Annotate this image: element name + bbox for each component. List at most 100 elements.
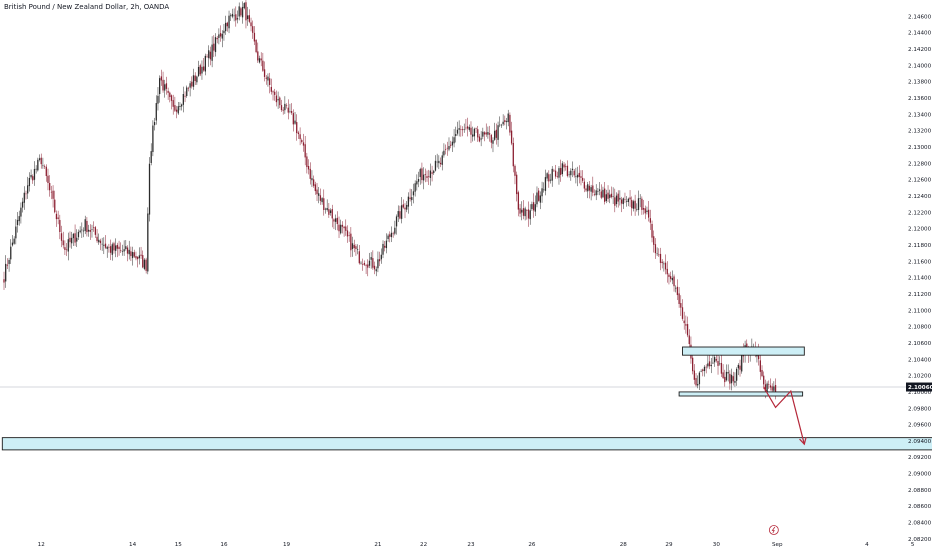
candle-body xyxy=(717,360,719,366)
candle-body xyxy=(488,133,491,135)
x-tick-label: 5 xyxy=(911,542,915,548)
candle-body xyxy=(392,233,394,235)
candle-body xyxy=(534,204,536,212)
y-tick-label: 2.09000 xyxy=(908,472,932,478)
candle-body xyxy=(504,120,506,123)
candle-body xyxy=(304,144,306,158)
candle-body xyxy=(5,263,7,282)
y-tick-label: 2.10800 xyxy=(908,325,932,331)
candle-body xyxy=(773,386,775,391)
candle-body xyxy=(99,240,102,244)
candle-body xyxy=(257,51,259,61)
candle-body xyxy=(93,227,95,229)
candle-body xyxy=(292,113,294,125)
x-tick-label: 19 xyxy=(283,542,291,548)
candle-body xyxy=(582,177,584,181)
candle-body xyxy=(649,218,651,223)
candle-body xyxy=(483,132,486,135)
x-tick-label: 14 xyxy=(129,542,137,548)
candle-body xyxy=(67,239,69,252)
candle-body xyxy=(50,191,53,193)
candle-body xyxy=(703,366,706,372)
candle-body xyxy=(598,189,601,191)
candle-body xyxy=(312,179,315,186)
candle-body xyxy=(81,229,83,231)
candle-body xyxy=(123,249,125,252)
candle-body xyxy=(15,226,17,239)
candle-body xyxy=(201,66,203,74)
candle-body xyxy=(218,34,220,38)
candle-body xyxy=(663,263,665,265)
y-tick-label: 2.09600 xyxy=(908,423,932,429)
y-tick-label: 2.08800 xyxy=(908,488,932,494)
candle-body xyxy=(713,357,716,363)
candle-body xyxy=(438,160,440,164)
candle-body xyxy=(33,169,36,180)
candle-body xyxy=(321,198,323,203)
candle-body xyxy=(636,209,638,210)
candle-body xyxy=(231,13,234,17)
candle-body xyxy=(165,83,168,89)
candle-body xyxy=(746,343,748,349)
y-tick-label: 2.14200 xyxy=(908,47,932,53)
candle-body xyxy=(602,189,604,198)
candle-body xyxy=(617,193,619,202)
candle-body xyxy=(697,383,699,386)
candle-body xyxy=(734,380,736,383)
candle-body xyxy=(480,138,482,140)
candle-body xyxy=(526,210,528,211)
candle-body xyxy=(475,128,477,129)
candle-body xyxy=(294,120,296,124)
candle-body xyxy=(666,268,668,275)
candle-body xyxy=(272,91,274,93)
candle-body xyxy=(348,235,350,236)
y-tick-label: 2.09800 xyxy=(908,406,932,412)
candle-body xyxy=(658,254,660,256)
candle-body xyxy=(142,255,144,268)
candle-body xyxy=(719,363,721,365)
candle-body xyxy=(60,233,63,241)
candle-body xyxy=(607,192,609,199)
candle-body xyxy=(514,165,516,176)
candle-body xyxy=(463,129,465,130)
candle-body xyxy=(531,204,533,210)
candle-body xyxy=(659,253,662,263)
candle-body xyxy=(45,166,47,177)
candle-body xyxy=(444,149,447,150)
x-tick-label: 12 xyxy=(38,542,45,548)
candle-body xyxy=(407,196,410,207)
candle-body xyxy=(428,176,430,177)
candle-body xyxy=(759,360,761,372)
candle-body xyxy=(358,251,360,264)
candle-body xyxy=(333,219,335,222)
candle-body xyxy=(187,87,190,89)
x-tick-label: 23 xyxy=(467,542,475,548)
candle-body xyxy=(62,240,64,246)
candle-body xyxy=(681,307,684,319)
candle-body xyxy=(664,262,667,270)
candle-body xyxy=(109,246,112,253)
candle-body xyxy=(387,235,389,240)
candle-body xyxy=(715,359,717,361)
candle-body xyxy=(441,155,443,165)
candle-body xyxy=(43,166,46,167)
candle-body xyxy=(470,127,472,135)
candle-body xyxy=(556,176,558,177)
candle-body xyxy=(135,256,137,259)
candle-body xyxy=(558,168,560,178)
candle-body xyxy=(243,3,245,9)
candle-body xyxy=(492,140,494,144)
candle-body xyxy=(137,257,139,260)
candle-body xyxy=(368,260,371,266)
candle-body xyxy=(737,364,739,369)
candle-body xyxy=(206,56,208,58)
candle-body xyxy=(179,105,181,107)
candle-body xyxy=(739,365,741,370)
candle-body xyxy=(771,386,773,391)
candle-body xyxy=(363,262,366,265)
candle-body xyxy=(725,371,728,381)
candle-body xyxy=(730,374,733,384)
candle-body xyxy=(290,111,293,113)
